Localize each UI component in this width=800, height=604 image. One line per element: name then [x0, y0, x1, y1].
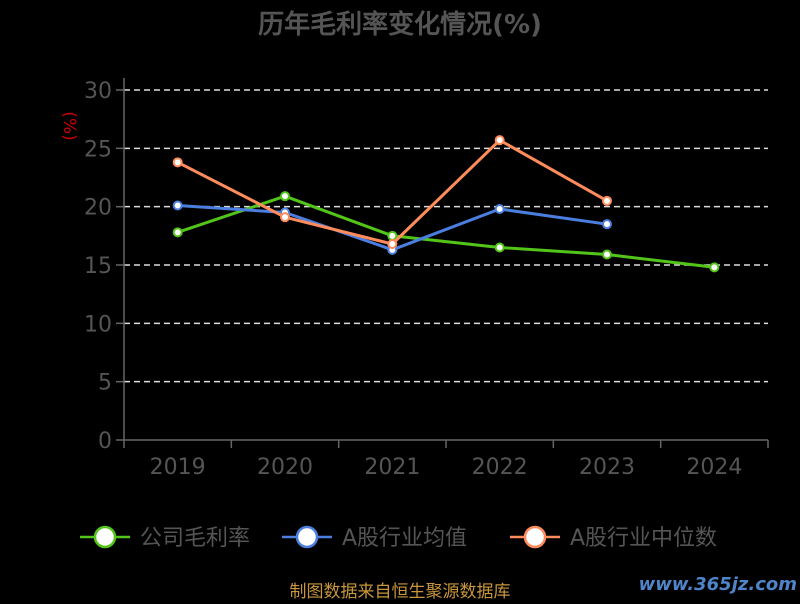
legend-marker-2 — [523, 525, 547, 549]
data-point-2-2020 — [280, 212, 290, 223]
x-tick-label-2023: 2023 — [579, 455, 635, 480]
data-point-1-2023 — [602, 219, 612, 230]
y-tick-label-10: 10 — [84, 312, 112, 337]
y-tick-label-15: 15 — [84, 254, 112, 279]
series-line-2 — [177, 138, 608, 246]
y-tick-label-25: 25 — [84, 137, 112, 162]
data-point-0-2020 — [280, 191, 290, 202]
data-source-note: 制图数据来自恒生聚源数据库 — [290, 582, 511, 600]
legend: 公司毛利率 A股行业均值 A股行业中位数 — [80, 525, 717, 551]
series-line-0 — [177, 194, 715, 269]
x-tick-label-2019: 2019 — [150, 455, 206, 480]
x-tick-label-2024: 2024 — [686, 455, 742, 480]
chart-title: 历年毛利率变化情况(%) — [258, 9, 542, 40]
axes — [116, 78, 769, 448]
series — [172, 135, 720, 273]
legend-label-2: A股行业中位数 — [570, 526, 717, 551]
y-tick-label-5: 5 — [98, 371, 112, 396]
data-point-0-2019 — [172, 227, 183, 238]
y-tick-label-0: 0 — [98, 429, 112, 454]
legend-marker-0 — [93, 525, 117, 549]
data-point-0-2023 — [602, 249, 612, 260]
grid-lines — [124, 89, 768, 383]
y-tick-labels: 0 5 10 15 20 25 30 — [84, 79, 112, 454]
x-tick-label-2022: 2022 — [472, 455, 528, 480]
data-point-2-2019 — [172, 157, 183, 168]
x-tick-label-2021: 2021 — [364, 455, 420, 480]
legend-label-0: 公司毛利率 — [140, 526, 250, 551]
data-point-0-2022 — [494, 242, 505, 253]
data-point-1-2022 — [494, 204, 505, 214]
y-tick-label-20: 20 — [84, 196, 112, 221]
legend-label-1: A股行业均值 — [342, 526, 467, 551]
data-point-2-2022 — [494, 135, 505, 146]
y-axis-label: (%) — [59, 111, 79, 140]
x-tick-labels: 2019 2020 2021 2022 2023 2024 — [150, 455, 743, 480]
x-tick-label-2020: 2020 — [257, 455, 313, 480]
data-point-1-2019 — [172, 200, 183, 211]
data-point-0-2021 — [387, 230, 398, 241]
watermark: www.365jz.com — [639, 574, 797, 595]
y-tick-label-30: 30 — [84, 79, 112, 104]
data-point-2-2023 — [602, 195, 612, 206]
data-point-2-2021 — [387, 239, 398, 249]
data-point-0-2024 — [709, 262, 720, 273]
legend-marker-1 — [295, 525, 319, 549]
